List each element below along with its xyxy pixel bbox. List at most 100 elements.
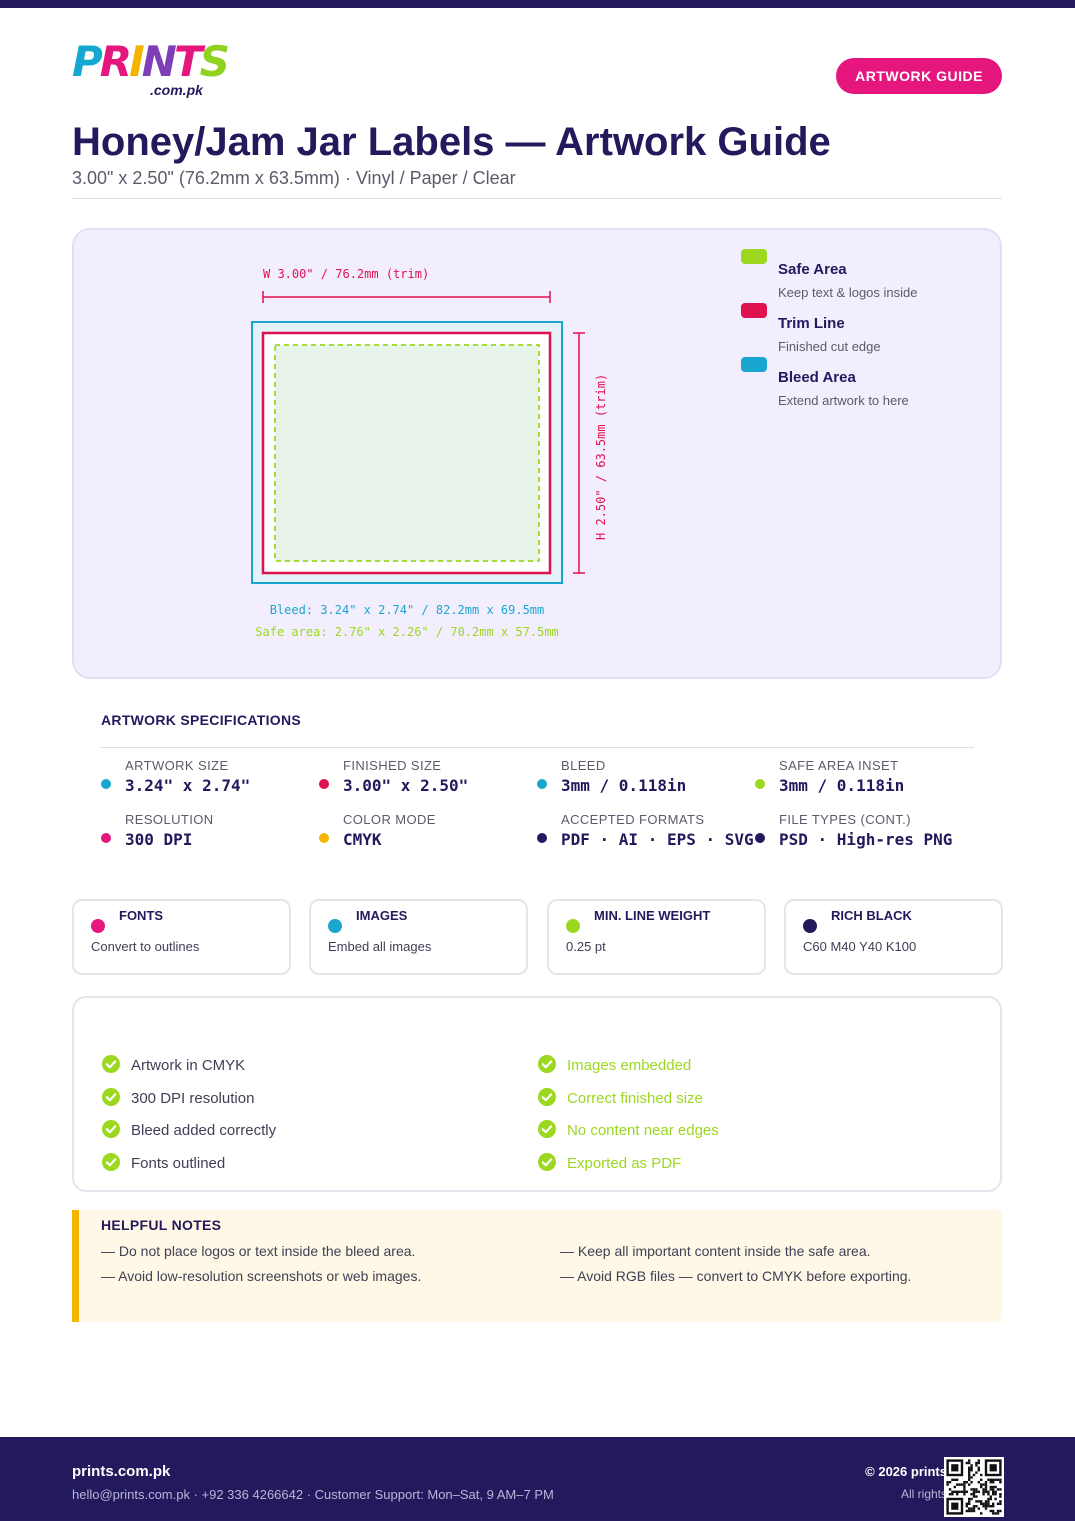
info-card-title: FONTS [119,908,164,923]
info-card-text: Embed all images [328,939,432,954]
spec-value: PDF · AI · EPS · SVG [561,830,754,849]
footer-brand[interactable]: prints.com.pk [72,1463,171,1480]
footer-contact: hello@prints.com.pk · +92 336 4266642 · … [72,1487,554,1502]
checklist-label: No content near edges [567,1122,719,1139]
spec-dot [319,833,329,843]
page-footer: prints.com.pk hello@prints.com.pk · +92 … [0,1437,1075,1521]
info-card-min-line-weight: MIN. LINE WEIGHT 0.25 pt [547,899,766,975]
artwork-checklist: Artwork in CMYK 300 DPI resolution Bleed… [72,996,1002,1192]
info-card-title: MIN. LINE WEIGHT [594,908,711,923]
spec-label: ARTWORK SIZE [125,758,229,773]
spec-bleed: BLEED 3mm / 0.118in [537,750,752,795]
info-dot [566,919,580,933]
note-item: — Keep all important content inside the … [560,1243,871,1259]
check-circle-icon [102,1088,120,1106]
spec-resolution: RESOLUTION 300 DPI [101,804,316,849]
checklist-label: 300 DPI resolution [131,1090,255,1107]
checklist-label: Bleed added correctly [131,1122,277,1139]
spec-dot [755,779,765,789]
logo-domain: .com.pk [150,82,203,98]
artwork-guide-badge: ARTWORK GUIDE [836,58,1002,94]
spec-label: COLOR MODE [343,812,436,827]
note-item: — Avoid low-resolution screenshots or we… [101,1268,422,1284]
legend-label: Trim Line [778,315,845,332]
check-circle-icon [538,1153,556,1171]
spec-value: CMYK [343,830,382,849]
info-card-text: Convert to outlines [91,939,200,954]
info-dot [91,919,105,933]
spec-dot [537,779,547,789]
spec-accepted-formats: ACCEPTED FORMATS PDF · AI · EPS · SVG [537,804,754,849]
qr-code-icon[interactable] [944,1457,1004,1517]
label-dimension-diagram: W 3.00" / 76.2mm (trim) H 2.50" / 63.5mm… [251,267,608,639]
spec-value: 3.00" x 2.50" [343,776,469,795]
checklist-label: Images embedded [567,1057,692,1074]
legend-swatch [741,249,767,264]
spec-label: SAFE AREA INSET [779,758,899,773]
spec-value: 3.24" x 2.74" [125,776,251,795]
spec-dot [101,779,111,789]
spec-value: 300 DPI [125,830,193,849]
info-card-text: 0.25 pt [566,939,606,954]
spec-color-mode: COLOR MODE CMYK [319,804,534,849]
info-card-title: IMAGES [356,908,408,923]
specs-divider [101,747,974,748]
info-card-text: C60 M40 Y40 K100 [803,939,917,954]
spec-file-types: FILE TYPES (CONT.) PSD · High-res PNG [755,804,970,849]
spec-dot [319,779,329,789]
spec-dot [537,833,547,843]
check-circle-icon [538,1055,556,1073]
spec-dot [755,833,765,843]
legend-item-trim-line: Trim Line Finished cut edge [741,303,981,357]
spec-value: 3mm / 0.118in [779,776,905,795]
check-circle-icon [102,1120,120,1138]
check-circle-icon [538,1120,556,1138]
note-item: — Do not place logos or text inside the … [101,1243,416,1259]
checklist-label: Artwork in CMYK [131,1057,246,1074]
top-accent-bar [0,0,1075,8]
checklist-label: Correct finished size [567,1090,703,1107]
note-item: — Avoid RGB files — convert to CMYK befo… [560,1268,912,1284]
legend-label: Bleed Area [778,369,856,386]
check-circle-icon [102,1055,120,1073]
specs-section-title: ARTWORK SPECIFICATIONS [101,712,302,728]
spec-safe-area-inset: SAFE AREA INSET 3mm / 0.118in [755,750,970,795]
info-card-images: IMAGES Embed all images [309,899,528,975]
spec-value: PSD · High-res PNG [779,830,953,849]
diagram-legend: Safe Area Keep text & logos inside Trim … [741,249,981,411]
width-dimension-label: W 3.00" / 76.2mm (trim) [263,267,429,281]
logo-wordmark: PRINTS [72,40,232,84]
spec-label: ACCEPTED FORMATS [561,812,705,827]
logo-letter: T [173,37,203,86]
page-title: Honey/Jam Jar Labels — Artwork Guide [72,120,831,164]
info-dot [328,919,342,933]
checklist-label: Exported as PDF [567,1155,682,1172]
check-circle-icon [102,1153,120,1171]
info-card-title: RICH BLACK [831,908,912,923]
height-dimension-label: H 2.50" / 63.5mm (trim) [594,374,608,540]
legend-swatch [741,357,767,372]
footer-copyright: © 2026 prints [865,1464,947,1479]
helpful-notes: HELPFUL NOTES — Do not place logos or te… [72,1210,1002,1322]
logo-letter: S [199,37,230,86]
prints-logo[interactable]: PRINTS .com.pk [72,40,232,102]
info-card-fonts: FONTS Convert to outlines [72,899,291,975]
footer-rights: All rights [900,1487,947,1501]
check-circle-icon [538,1088,556,1106]
bleed-caption: Bleed: 3.24" x 2.74" / 82.2mm x 69.5mm [270,603,545,617]
spec-value: 3mm / 0.118in [561,776,687,795]
spec-finished-size: FINISHED SIZE 3.00" x 2.50" [319,750,534,795]
legend-item-safe-area: Safe Area Keep text & logos inside [741,249,981,303]
spec-label: FINISHED SIZE [343,758,442,773]
logo-letter: P [72,37,103,86]
legend-desc: Finished cut edge [778,339,881,354]
legend-item-bleed-area: Bleed Area Extend artwork to here [741,357,981,411]
legend-label: Safe Area [778,261,847,278]
checklist-label: Fonts outlined [131,1155,226,1172]
spec-label: RESOLUTION [125,812,214,827]
spec-dot [101,833,111,843]
legend-desc: Keep text & logos inside [778,285,918,300]
spec-artwork-size: ARTWORK SIZE 3.24" x 2.74" [101,750,316,795]
logo-letter: N [141,37,177,86]
safe-area-caption: Safe area: 2.76" x 2.26" / 70.2mm x 57.5… [255,625,558,639]
